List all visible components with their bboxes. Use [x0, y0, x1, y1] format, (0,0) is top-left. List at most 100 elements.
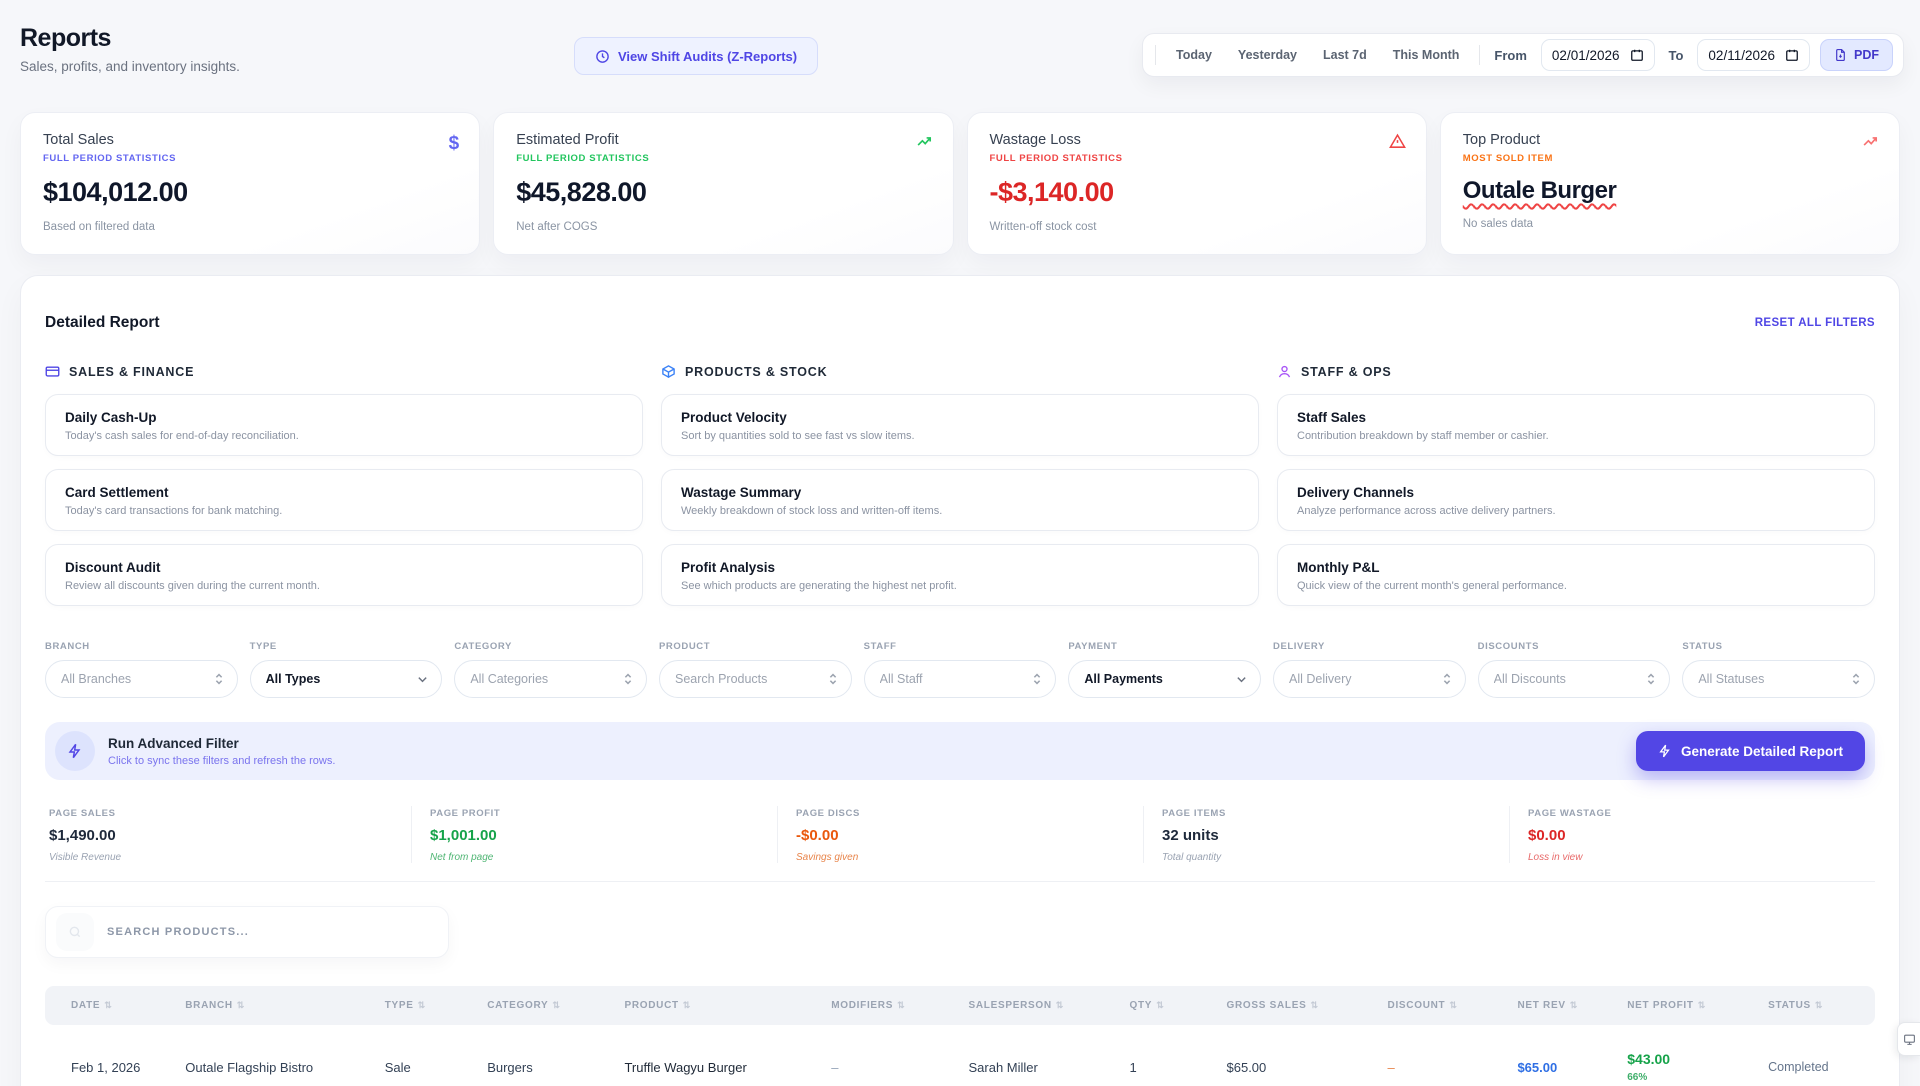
generate-detailed-report-button[interactable]: Generate Detailed Report — [1635, 731, 1865, 771]
sales-table: DATE ⇅ BRANCH ⇅ TYPE ⇅ CATEGORY ⇅ PRODUCT ⇅ M… — [45, 986, 1875, 1086]
stat-title: Top Product — [1462, 132, 1541, 148]
column-header-modifiers[interactable]: MODIFIERS ⇅ — [831, 1000, 906, 1011]
column-header-status[interactable]: STATUS ⇅ — [1768, 1000, 1824, 1011]
report-card-title: Card Settlement — [65, 485, 169, 500]
report-card-title: Staff Sales — [1297, 410, 1367, 425]
report-card-staff-sales[interactable]: Staff Sales Contribution breakdown by st… — [1277, 394, 1875, 456]
report-card-product-velocity[interactable]: Product Velocity Sort by quantities sold… — [661, 394, 1259, 456]
delivery-filter-dropdown[interactable]: All Delivery — [1273, 660, 1466, 698]
screenshot-tool-button[interactable] — [1897, 1022, 1920, 1056]
chevron-updown-icon — [828, 672, 838, 686]
page-stat-label: PAGE WASTAGE — [1528, 808, 1612, 819]
from-date-value: 02/01/2026 — [1551, 47, 1620, 63]
page-stat-value: $1,001.00 — [430, 827, 497, 844]
to-date-input[interactable]: 02/11/2026 — [1697, 39, 1810, 71]
page-stat-value: -$0.00 — [796, 827, 839, 844]
chevron-updown-icon — [1851, 672, 1861, 686]
report-card-discount-audit[interactable]: Discount Audit Review all discounts give… — [45, 544, 643, 606]
report-card-monthly-pl[interactable]: Monthly P&L Quick view of the current mo… — [1277, 544, 1875, 606]
generate-button-label: Generate Detailed Report — [1680, 743, 1843, 759]
quick-range-today[interactable]: Today — [1176, 48, 1212, 62]
stat-footer: No sales data — [1462, 218, 1534, 230]
table-row[interactable]: Feb 1, 2026 Outale Flagship Bistro Sale … — [45, 1025, 1875, 1086]
report-card-profit-analysis[interactable]: Profit Analysis See which products are g… — [661, 544, 1259, 606]
filter-label: DELIVERY — [1273, 641, 1325, 652]
to-label: To — [1668, 47, 1684, 63]
filter-branch: BRANCH All Branches — [45, 641, 238, 698]
filter-product: PRODUCT Search Products — [659, 641, 852, 698]
chevron-updown-icon — [214, 672, 224, 686]
from-date-input[interactable]: 02/01/2026 — [1540, 39, 1655, 71]
report-card-delivery-channels[interactable]: Delivery Channels Analyze performance ac… — [1277, 469, 1875, 531]
report-card-card-settlement[interactable]: Card Settlement Today's card transaction… — [45, 469, 643, 531]
report-card-desc: Weekly breakdown of stock loss and writt… — [681, 505, 943, 517]
column-header-gross-sales[interactable]: GROSS SALES ⇅ — [1226, 1000, 1319, 1011]
table-search-box[interactable] — [45, 906, 449, 958]
filter-label: STAFF — [863, 641, 897, 652]
sort-icon: ⇅ — [552, 1000, 561, 1010]
cell-branch: Outale Flagship Bistro — [185, 1059, 314, 1075]
status-filter-dropdown[interactable]: All Statuses — [1682, 660, 1875, 698]
sort-icon: ⇅ — [1569, 1000, 1578, 1010]
stat-card-wastage-loss: Wastage Loss FULL PERIOD STATISTICS -$3,… — [966, 112, 1427, 255]
page-stat-label: PAGE SALES — [49, 808, 116, 819]
column-header-product[interactable]: PRODUCT ⇅ — [624, 1000, 692, 1011]
sort-icon: ⇅ — [1697, 1000, 1706, 1010]
view-shift-audits-button[interactable]: View Shift Audits (Z-Reports) — [574, 37, 819, 75]
column-header-qty[interactable]: QTY ⇅ — [1129, 1000, 1165, 1011]
credit-card-icon — [45, 364, 60, 379]
page-stat-label: PAGE PROFIT — [430, 808, 501, 819]
sort-icon: ⇅ — [417, 1000, 426, 1010]
sort-icon: ⇅ — [1449, 1000, 1458, 1010]
report-card-desc: Today's card transactions for bank match… — [65, 505, 283, 517]
category-filter-dropdown[interactable]: All Categories — [454, 660, 647, 698]
column-header-discount[interactable]: DISCOUNT ⇅ — [1387, 1000, 1458, 1011]
quick-range-this-month[interactable]: This Month — [1392, 48, 1460, 62]
divider — [1479, 45, 1481, 65]
view-shift-audits-label: View Shift Audits (Z-Reports) — [618, 48, 798, 64]
sort-icon: ⇅ — [104, 1000, 113, 1010]
filter-value: All Branches — [61, 672, 132, 686]
page-stat-wastage: PAGE WASTAGE $0.00 Loss in view — [1509, 806, 1875, 863]
report-card-desc: See which products are generating the hi… — [681, 580, 957, 592]
staff-filter-dropdown[interactable]: All Staff — [863, 660, 1057, 698]
report-card-desc: Quick view of the current month's genera… — [1297, 580, 1567, 592]
column-header-salesperson[interactable]: SALESPERSON ⇅ — [968, 1000, 1065, 1011]
cell-net-profit: $43.00 66% — [1613, 1025, 1754, 1086]
page-stat-note: Net from page — [430, 852, 494, 863]
product-filter-dropdown[interactable]: Search Products — [659, 660, 852, 698]
column-header-category[interactable]: CATEGORY ⇅ — [487, 1000, 561, 1011]
branch-filter-dropdown[interactable]: All Branches — [45, 660, 238, 698]
cell-status: Completed — [1768, 1060, 1829, 1074]
section-label: SALES & FINANCE — [69, 364, 195, 379]
calendar-icon[interactable] — [1630, 48, 1644, 62]
column-header-net-rev[interactable]: NET REV ⇅ — [1517, 1000, 1578, 1011]
export-pdf-button[interactable]: PDF — [1820, 39, 1893, 71]
advanced-filter-banner[interactable]: Run Advanced Filter Click to sync these … — [45, 722, 1875, 780]
column-header-branch[interactable]: BRANCH ⇅ — [185, 1000, 246, 1011]
page-stat-note: Total quantity — [1162, 852, 1222, 863]
page-stat-sales: PAGE SALES $1,490.00 Visible Revenue — [45, 806, 411, 863]
cell-product: Truffle Wagyu Burger — [624, 1059, 747, 1075]
quick-range-yesterday[interactable]: Yesterday — [1237, 48, 1297, 62]
discounts-filter-dropdown[interactable]: All Discounts — [1477, 660, 1671, 698]
column-header-net-profit[interactable]: NET PROFIT ⇅ — [1627, 1000, 1706, 1011]
advanced-filter-desc: Click to sync these filters and refresh … — [108, 754, 336, 767]
quick-range-last7d[interactable]: Last 7d — [1323, 48, 1367, 62]
report-card-desc: Review all discounts given during the cu… — [65, 580, 320, 592]
stat-tag: FULL PERIOD STATISTICS — [43, 153, 177, 164]
cell-gross-sales: $65.00 — [1226, 1059, 1267, 1075]
report-card-daily-cash-up[interactable]: Daily Cash-Up Today's cash sales for end… — [45, 394, 643, 456]
stat-tag: FULL PERIOD STATISTICS — [989, 153, 1123, 164]
payment-filter-select[interactable]: All Payments — [1068, 660, 1261, 698]
reset-all-filters-link[interactable]: RESET ALL FILTERS — [1754, 317, 1875, 329]
column-header-date[interactable]: DATE ⇅ — [71, 1000, 113, 1011]
column-header-type[interactable]: TYPE ⇅ — [384, 1000, 426, 1011]
type-filter-select[interactable]: All Types — [249, 660, 443, 698]
filter-payment: PAYMENT All Payments — [1068, 641, 1261, 698]
calendar-icon[interactable] — [1785, 48, 1799, 62]
report-card-wastage-summary[interactable]: Wastage Summary Weekly breakdown of stoc… — [661, 469, 1259, 531]
pdf-button-label: PDF — [1854, 48, 1879, 62]
detailed-report-title: Detailed Report — [45, 314, 160, 331]
search-products-input[interactable] — [107, 926, 438, 938]
